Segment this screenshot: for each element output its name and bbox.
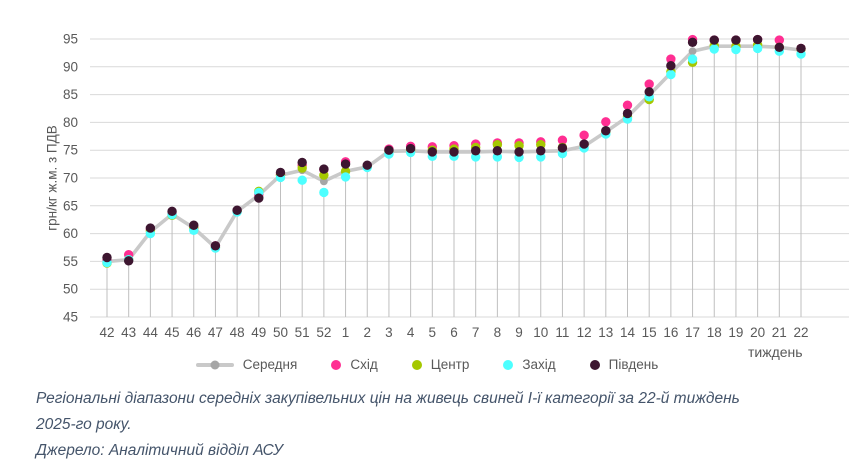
series-Південь <box>102 34 806 266</box>
average-line-swatch-icon <box>195 360 234 369</box>
svg-text:17: 17 <box>685 325 700 340</box>
caption-source: Джерело: Аналітичний відділ АСУ <box>36 442 283 459</box>
svg-text:21: 21 <box>772 325 787 340</box>
legend-label-center: Центр <box>430 357 470 372</box>
svg-text:50: 50 <box>273 325 288 340</box>
svg-text:12: 12 <box>577 325 592 340</box>
legend-item-center: Центр <box>411 357 470 372</box>
svg-text:3: 3 <box>385 325 393 340</box>
y-axis-title: грн/кг ж.м. з ПДВ <box>44 125 60 231</box>
svg-text:51: 51 <box>295 325 310 340</box>
svg-text:18: 18 <box>707 325 722 340</box>
svg-text:14: 14 <box>620 325 636 340</box>
svg-text:85: 85 <box>63 87 78 102</box>
legend-item-south: Південь <box>589 357 659 372</box>
svg-text:47: 47 <box>208 325 223 340</box>
gridlines <box>90 38 849 318</box>
svg-text:65: 65 <box>63 198 78 213</box>
east-dot-icon <box>331 359 342 370</box>
svg-text:5: 5 <box>429 325 437 340</box>
legend-item-average: Середня <box>195 357 298 372</box>
x-tick-labels: 42 43 44 45 46 47 48 49 50 51 52 1 2 3 4 5 6 7 8 9 10 11 12 13 1… <box>99 325 808 340</box>
svg-text:9: 9 <box>515 325 523 340</box>
caption-line-1: Регіональні діапазони середніх закупівел… <box>36 390 740 407</box>
center-dot-icon <box>411 359 422 370</box>
legend-label-average: Середня <box>242 357 298 372</box>
legend-label-south: Південь <box>608 357 659 372</box>
legend-label-east: Схід <box>350 357 378 372</box>
legend-item-east: Схід <box>331 357 378 372</box>
svg-text:15: 15 <box>642 325 657 340</box>
svg-text:75: 75 <box>63 143 78 158</box>
svg-text:42: 42 <box>99 325 114 340</box>
svg-text:16: 16 <box>663 325 678 340</box>
legend-item-west: Захід <box>503 357 556 372</box>
svg-text:48: 48 <box>230 325 245 340</box>
svg-text:2: 2 <box>363 325 371 340</box>
y-tick-labels: 45 50 55 60 65 70 75 80 85 90 95 <box>63 32 78 325</box>
svg-text:19: 19 <box>728 325 743 340</box>
svg-text:49: 49 <box>251 325 266 340</box>
svg-text:90: 90 <box>63 59 78 74</box>
svg-text:45: 45 <box>165 325 180 340</box>
svg-text:4: 4 <box>407 325 415 340</box>
svg-text:46: 46 <box>186 325 201 340</box>
drop-lines <box>106 50 802 317</box>
svg-text:22: 22 <box>793 325 808 340</box>
svg-text:70: 70 <box>63 171 78 186</box>
caption-line-2: 2025-го року. <box>36 416 132 433</box>
x-axis-title: тиждень <box>748 344 803 360</box>
svg-text:95: 95 <box>63 32 78 47</box>
west-dot-icon <box>503 359 514 370</box>
chart-legend: Середня Схід Центр Захід Південь <box>0 357 854 372</box>
svg-text:52: 52 <box>316 325 331 340</box>
svg-text:60: 60 <box>63 226 78 241</box>
svg-text:7: 7 <box>472 325 480 340</box>
svg-text:80: 80 <box>63 115 78 130</box>
svg-text:13: 13 <box>598 325 613 340</box>
svg-text:6: 6 <box>450 325 458 340</box>
svg-text:10: 10 <box>533 325 548 340</box>
svg-text:43: 43 <box>121 325 136 340</box>
svg-text:50: 50 <box>63 282 78 297</box>
svg-text:8: 8 <box>494 325 502 340</box>
svg-text:55: 55 <box>63 254 78 269</box>
south-dot-icon <box>589 359 600 370</box>
figure-caption: Регіональні діапазони середніх закупівел… <box>36 386 846 464</box>
svg-text:20: 20 <box>750 325 765 340</box>
svg-text:1: 1 <box>342 325 350 340</box>
svg-text:44: 44 <box>143 325 159 340</box>
svg-text:45: 45 <box>63 310 78 325</box>
svg-text:11: 11 <box>555 325 569 340</box>
legend-label-west: Захід <box>522 357 556 372</box>
